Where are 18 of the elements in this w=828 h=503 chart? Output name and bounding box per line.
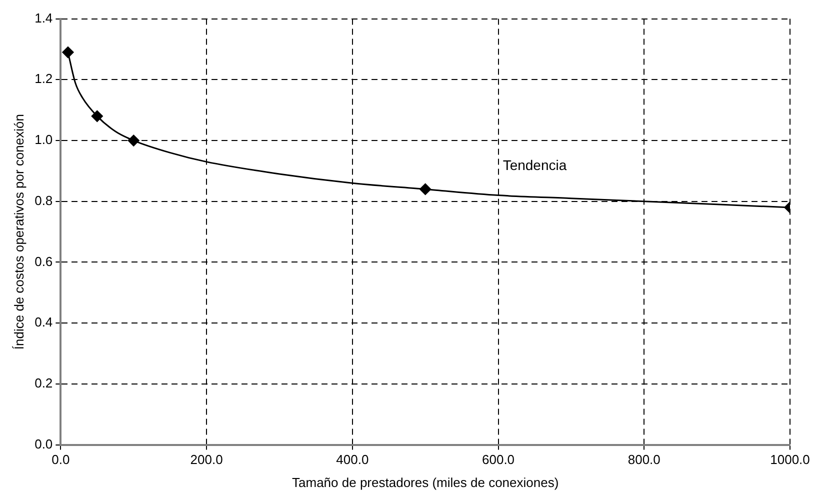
y-tick-label: 1.0 (34, 132, 53, 148)
x-tick-label: 400.0 (336, 452, 369, 468)
series-label: Tendencia (502, 157, 567, 174)
x-axis-title: Tamaño de prestadores (miles de conexiones) (292, 474, 559, 490)
point (62, 46, 74, 58)
y-tick-label: 1.4 (34, 10, 53, 26)
x-tick-label: 200.0 (190, 452, 223, 468)
y-tick-label: 0.6 (34, 254, 53, 269)
y-tick-label: 0.8 (34, 192, 53, 208)
x-tick-label: 800.0 (628, 452, 660, 468)
y-tick-label: 0.0 (34, 436, 53, 452)
y-tick-label: 0.2 (34, 376, 53, 391)
y-tick-label: 1.2 (34, 71, 53, 86)
x-tick-label: 1000.0 (770, 452, 810, 468)
y-tick-label: 0.4 (34, 314, 53, 330)
x-tick-label: 600.0 (482, 452, 515, 468)
y-axis-title: Índice de costos operativos por conexión (11, 114, 26, 350)
x-tick-label: 0.0 (52, 452, 70, 468)
